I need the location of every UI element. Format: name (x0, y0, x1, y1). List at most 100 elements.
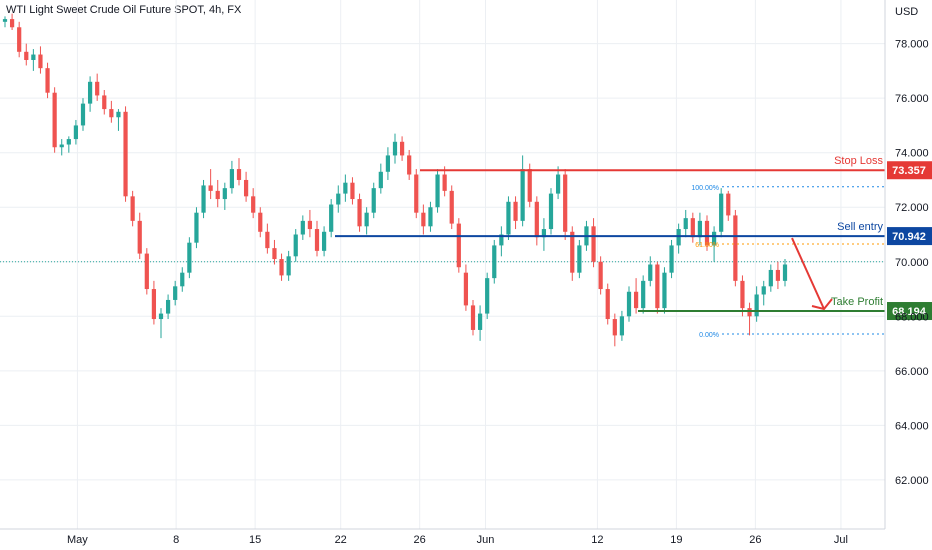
candle-body (463, 272, 469, 306)
candle-body (577, 245, 582, 273)
candle-body (612, 319, 617, 336)
candle-body (321, 231, 327, 251)
price-tick-label: 70.000 (895, 257, 929, 269)
level-name: Take Profit (831, 296, 883, 308)
fib-label: 0.00% (699, 332, 719, 339)
level-price-box (887, 161, 932, 180)
candle-body (591, 226, 596, 262)
candle-body (697, 220, 703, 238)
candle-body (165, 299, 171, 314)
candle-body (442, 174, 447, 191)
level-price-label: 70.942 (892, 231, 926, 243)
candle-body (158, 313, 164, 320)
level-name: Sell entry (837, 221, 883, 233)
candle-body (2, 19, 8, 22)
price-tick-label: 74.000 (895, 148, 929, 160)
candle-body (683, 218, 688, 230)
candle-body (180, 272, 185, 287)
candle-body (17, 27, 22, 52)
candle-body (9, 19, 15, 28)
candle-body (208, 185, 213, 191)
candle-body (669, 245, 674, 273)
candle-body (570, 231, 575, 273)
candle-body (648, 264, 653, 281)
level-price-label: 68.194 (892, 306, 927, 318)
candle-body (80, 103, 86, 126)
candle-body (378, 171, 383, 189)
candle-body (726, 193, 731, 216)
candle-body (456, 223, 461, 268)
fib-label: 100.00% (691, 185, 719, 192)
candle-body (676, 229, 681, 246)
candle-body (95, 81, 100, 96)
candle-body (66, 139, 71, 145)
candle-body (598, 261, 603, 290)
candle-body (563, 174, 568, 232)
projection-arrow-line (791, 237, 825, 310)
time-tick-label: Jul (834, 534, 848, 546)
candle-body (775, 269, 781, 281)
candle-body (733, 215, 738, 281)
candle-body (392, 141, 398, 156)
candle-body (109, 109, 114, 118)
candle-body (350, 182, 355, 200)
candles (2, 13, 788, 347)
candle-body (52, 92, 57, 148)
price-tick-label: 62.000 (895, 475, 929, 487)
candle-body (690, 218, 695, 238)
level-name: Stop Loss (834, 155, 883, 167)
candle-body (385, 155, 391, 172)
candle-body (194, 212, 199, 243)
candle-body (286, 256, 291, 276)
candle-body (414, 174, 419, 213)
time-tick-label: May (67, 534, 88, 546)
candle-body (314, 229, 320, 251)
candle-body (719, 193, 724, 232)
time-tick-label: 26 (414, 534, 426, 546)
candle-body (605, 289, 610, 320)
candle-body (229, 169, 235, 189)
candle-body (662, 272, 667, 309)
chart-title: WTI Light Sweet Crude Oil Future SPOT, 4… (6, 4, 242, 16)
candle-body (740, 280, 745, 309)
price-tick-label: 66.000 (895, 366, 929, 378)
candle-body (215, 190, 220, 200)
level-price-label: 73.357 (892, 165, 926, 177)
price-tick-label: 64.000 (895, 420, 929, 432)
level-price-box (887, 227, 932, 246)
candle-body (485, 278, 490, 314)
candle-body (130, 196, 135, 221)
candle-body (258, 212, 263, 232)
candle-body (399, 141, 405, 156)
candle-body (641, 280, 646, 309)
trade-levels: 100.00% 61.80% 0.00% Stop Loss 73.357 Sell en… (335, 155, 932, 339)
candle-body (477, 313, 483, 330)
candle-body (173, 286, 178, 300)
candle-body (711, 231, 717, 246)
price-tick-label: 68.000 (895, 311, 929, 323)
candle-body (137, 220, 142, 254)
time-tick-label: 26 (749, 534, 761, 546)
candle-body (768, 269, 773, 287)
candle-body (279, 259, 284, 276)
time-tick-label: 8 (173, 534, 179, 546)
candle-body (151, 289, 157, 320)
candle-body (626, 291, 632, 317)
candle-body (144, 253, 149, 290)
time-tick-label: Jun (477, 534, 495, 546)
candle-body (251, 196, 256, 213)
time-tick-label: 22 (335, 534, 347, 546)
candle-body (371, 188, 376, 213)
candle-body (655, 264, 660, 309)
candle-body (541, 229, 547, 238)
candle-body (38, 54, 43, 69)
time-tick-label: 12 (591, 534, 603, 546)
candle-body (761, 286, 766, 295)
projection-arrow-head (811, 298, 833, 311)
candle-body (435, 174, 440, 208)
candle-body (236, 169, 242, 180)
candle-body (45, 68, 50, 93)
candle-body (293, 234, 298, 257)
candle-body (102, 95, 107, 110)
